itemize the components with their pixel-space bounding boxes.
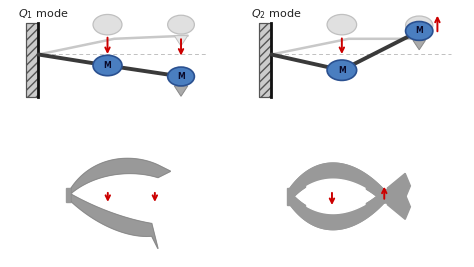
Text: M: M [177,72,185,81]
Polygon shape [174,36,188,46]
Circle shape [168,67,194,86]
Text: $Q_2$ mode: $Q_2$ mode [251,7,301,21]
Bar [26,23,38,97]
Polygon shape [290,190,400,230]
Polygon shape [387,193,410,219]
Polygon shape [71,158,171,193]
Text: M: M [338,66,346,75]
Text: $Q_1$ mode: $Q_1$ mode [18,7,69,21]
Polygon shape [413,40,426,50]
Text: M: M [104,61,111,70]
Circle shape [327,14,356,35]
Circle shape [93,14,122,35]
Polygon shape [174,86,188,96]
Polygon shape [287,188,293,205]
Circle shape [406,22,433,40]
Circle shape [406,16,433,35]
Bar [259,23,271,97]
Polygon shape [307,179,365,214]
Polygon shape [387,173,410,199]
Polygon shape [290,163,400,203]
Bar [259,23,271,97]
Circle shape [168,15,194,34]
Circle shape [93,55,122,76]
Circle shape [327,60,356,80]
Polygon shape [290,163,400,203]
Polygon shape [290,190,400,230]
Polygon shape [66,188,71,202]
Polygon shape [307,179,365,214]
Polygon shape [413,36,426,45]
Bar [26,23,38,97]
Polygon shape [71,194,158,249]
Text: M: M [415,26,423,36]
